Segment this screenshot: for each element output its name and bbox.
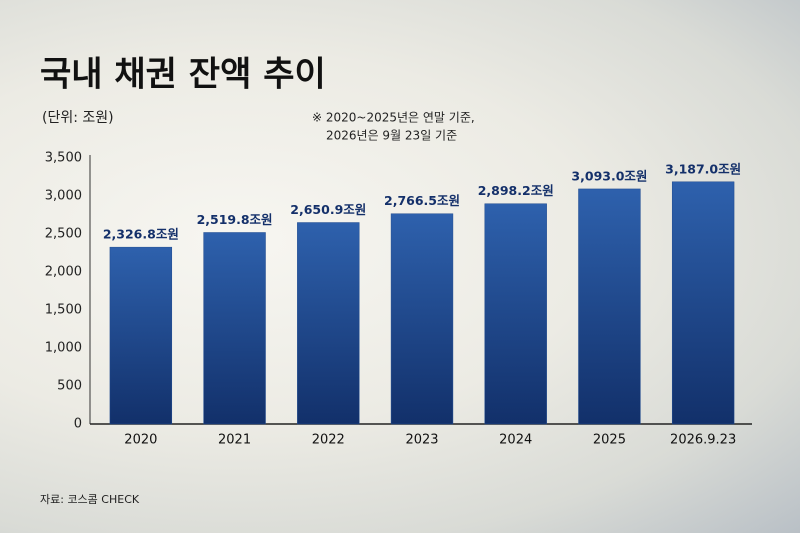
bar [297, 222, 360, 425]
note: ※ 2020~2025년은 연말 기준, [312, 111, 475, 125]
value-label: 2,650.9조원 [290, 202, 366, 217]
value-label: 2,326.8조원 [103, 227, 179, 242]
x-tick-label: 2025 [593, 433, 626, 448]
bar [484, 203, 547, 425]
x-tick-label: 2024 [499, 433, 532, 448]
value-label: 3,093.0조원 [571, 168, 647, 183]
source: 자료: 코스콤 CHECK [40, 493, 140, 506]
subtitle: (단위: 조원) [42, 110, 114, 126]
x-tick-label: 2023 [405, 433, 438, 448]
value-label: 2,519.8조원 [197, 212, 273, 227]
chart-title: 국내 채권 잔액 추이 [40, 55, 326, 95]
value-label: 3,187.0조원 [665, 161, 741, 176]
bar [671, 181, 735, 425]
x-tick-label: 2020 [124, 433, 157, 448]
y-tick-label: 2,000 [45, 265, 82, 280]
bar [109, 246, 173, 425]
y-tick-label: 1,000 [45, 341, 82, 356]
value-label: 2,898.2조원 [478, 183, 554, 198]
y-tick-label: 3,000 [45, 189, 82, 204]
value-label: 2,766.5조원 [384, 193, 460, 208]
x-tick-label: 2021 [218, 433, 251, 448]
bar [578, 188, 641, 425]
bar [390, 213, 454, 425]
x-tick-label: 2022 [312, 433, 345, 448]
bar [203, 232, 266, 425]
x-tick-label: 2026.9.23 [670, 433, 736, 448]
y-tick-label: 2,500 [45, 227, 82, 242]
y-tick-label: 3,500 [45, 151, 82, 166]
note: 2026년은 9월 23일 기준 [326, 129, 457, 143]
y-tick-label: 1,500 [45, 303, 82, 318]
y-tick-label: 500 [57, 379, 82, 394]
y-tick-label: 0 [74, 417, 82, 432]
